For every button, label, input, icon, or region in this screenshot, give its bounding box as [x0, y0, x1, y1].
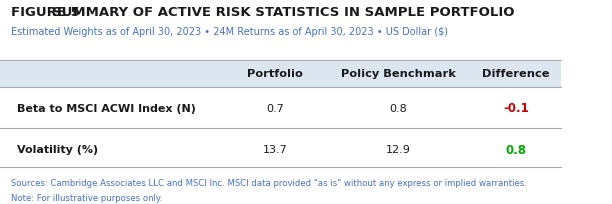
Text: 0.8: 0.8	[389, 103, 407, 113]
Text: 13.7: 13.7	[263, 145, 287, 155]
Text: Volatility (%): Volatility (%)	[17, 145, 98, 155]
Text: Policy Benchmark: Policy Benchmark	[341, 69, 456, 79]
Text: -0.1: -0.1	[503, 102, 529, 115]
Text: Note: For illustrative purposes only.: Note: For illustrative purposes only.	[11, 193, 162, 202]
Text: FIGURE 5: FIGURE 5	[11, 6, 80, 19]
Text: 0.8: 0.8	[506, 143, 526, 156]
Text: Portfolio: Portfolio	[247, 69, 303, 79]
Text: 12.9: 12.9	[386, 145, 411, 155]
Text: Sources: Cambridge Associates LLC and MSCI Inc. MSCI data provided "as is" witho: Sources: Cambridge Associates LLC and MS…	[11, 178, 527, 187]
Text: 0.7: 0.7	[266, 103, 284, 113]
Text: Difference: Difference	[482, 69, 550, 79]
FancyBboxPatch shape	[0, 61, 561, 88]
Text: Estimated Weights as of April 30, 2023 • 24M Returns as of April 30, 2023 • US D: Estimated Weights as of April 30, 2023 •…	[11, 27, 448, 37]
Text: Beta to MSCI ACWI Index (N): Beta to MSCI ACWI Index (N)	[17, 103, 196, 113]
Text: SUMMARY OF ACTIVE RISK STATISTICS IN SAMPLE PORTFOLIO: SUMMARY OF ACTIVE RISK STATISTICS IN SAM…	[51, 6, 514, 19]
